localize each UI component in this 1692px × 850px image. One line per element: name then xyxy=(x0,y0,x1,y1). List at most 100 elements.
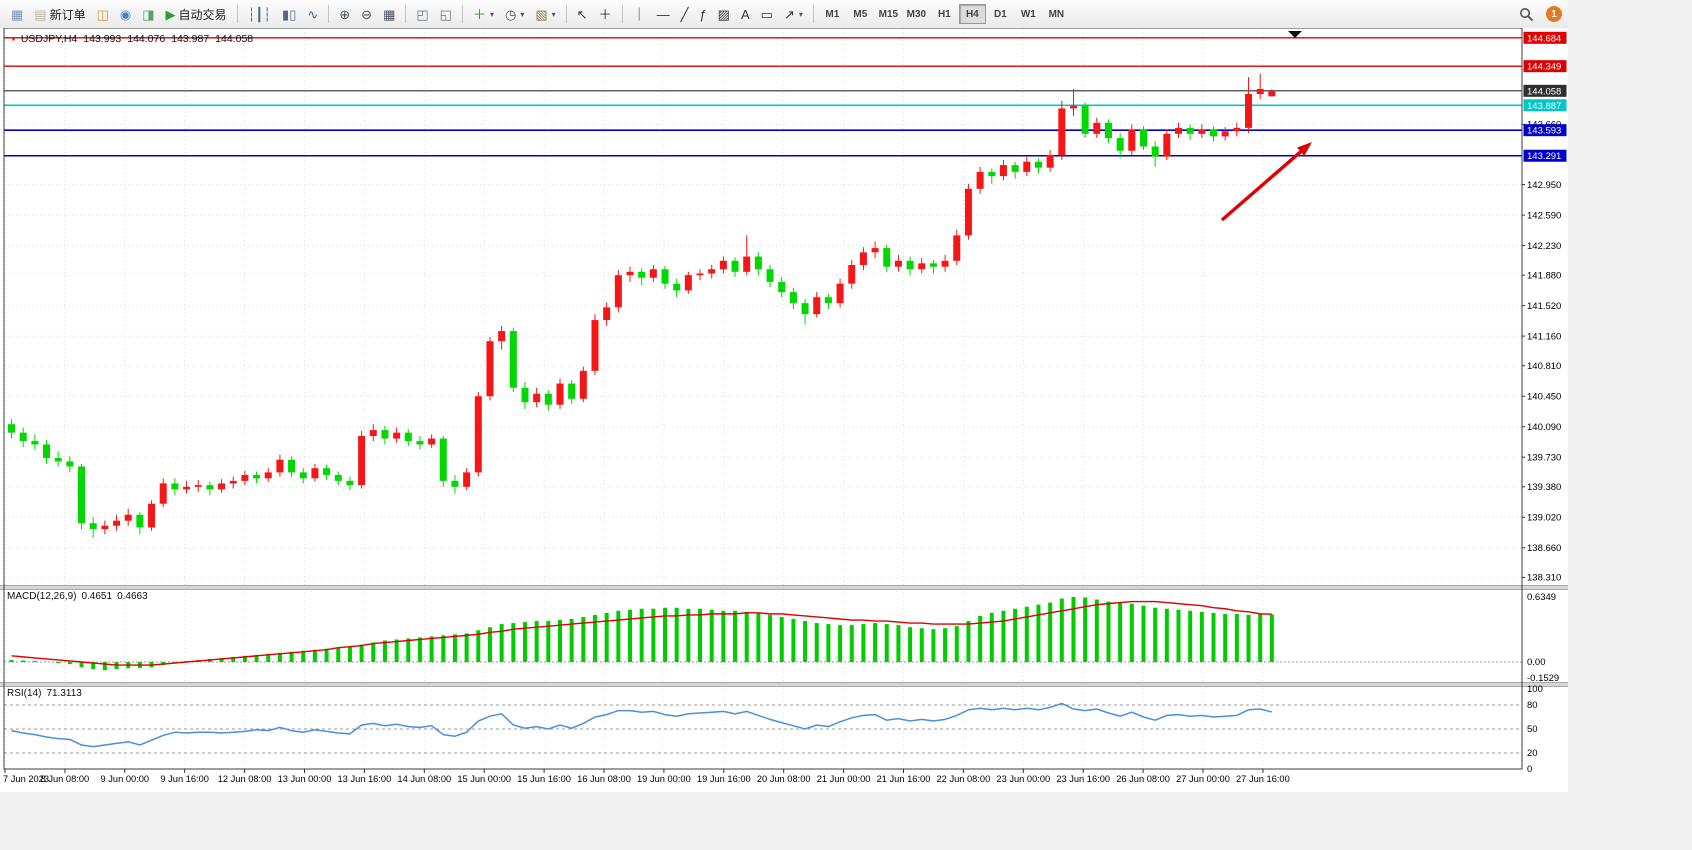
horizontal-lines xyxy=(4,37,1522,157)
rsi-value: 71.3113 xyxy=(46,688,82,699)
candlestick-chart-button[interactable]: ▮▯ xyxy=(277,3,301,25)
notification-badge[interactable]: 1 xyxy=(1546,6,1562,22)
timeframe-d1-button[interactable]: D1 xyxy=(987,4,1014,24)
templates-button[interactable]: ▧ ▾ xyxy=(530,3,560,25)
price-chart-canvas[interactable]: 143.660142.950142.590142.230141.880141.5… xyxy=(0,28,1568,792)
svg-text:144.349: 144.349 xyxy=(1527,62,1561,73)
svg-text:12 Jun 08:00: 12 Jun 08:00 xyxy=(218,774,272,784)
terminal-button[interactable]: ◨ xyxy=(137,3,159,25)
timeframe-h1-button[interactable]: H1 xyxy=(931,4,958,24)
svg-text:19 Jun 00:00: 19 Jun 00:00 xyxy=(637,774,691,784)
svg-text:142.950: 142.950 xyxy=(1527,180,1561,191)
line-chart-button[interactable]: ∿ xyxy=(302,3,323,25)
market-watch-button[interactable]: ◫ xyxy=(92,3,114,25)
low-value: 143.987 xyxy=(171,33,210,45)
autotrading-button[interactable]: ▶ 自动交易 xyxy=(161,3,232,25)
trendline-icon: ╱ xyxy=(680,6,689,22)
svg-text:143.887: 143.887 xyxy=(1527,101,1561,112)
toolbar-separator xyxy=(328,5,330,23)
svg-text:140.450: 140.450 xyxy=(1527,391,1561,402)
vertical-line-button[interactable]: ｜ xyxy=(628,3,651,25)
new-order-button[interactable]: ▤ 新订单 xyxy=(29,3,90,25)
timeframe-mn-button[interactable]: MN xyxy=(1043,4,1070,24)
high-value: 144.076 xyxy=(127,33,166,45)
svg-text:141.880: 141.880 xyxy=(1527,270,1561,281)
indicators-button[interactable]: ＋ ▾ xyxy=(468,3,499,25)
periods-button[interactable]: ◷ ▾ xyxy=(500,3,529,25)
svg-text:13 Jun 16:00: 13 Jun 16:00 xyxy=(338,774,392,784)
new-order-icon: ▤ xyxy=(34,6,47,22)
cascade-windows-icon: ◰ xyxy=(416,6,429,22)
horizontal-line-button[interactable]: — xyxy=(652,3,675,25)
svg-text:15 Jun 16:00: 15 Jun 16:00 xyxy=(517,774,571,784)
macd-signal-value: 0.4663 xyxy=(117,591,148,602)
svg-text:26 Jun 08:00: 26 Jun 08:00 xyxy=(1116,774,1170,784)
candles xyxy=(8,73,1276,538)
dropdown-caret-icon: ▾ xyxy=(489,9,494,19)
svg-text:20: 20 xyxy=(1527,748,1538,759)
svg-text:140.090: 140.090 xyxy=(1527,422,1561,433)
terminal-icon: ◨ xyxy=(142,6,155,22)
chart-title: ▪ USDJPY,H4 143.993 144.076 143.987 144.… xyxy=(12,33,253,45)
svg-text:14 Jun 08:00: 14 Jun 08:00 xyxy=(397,774,451,784)
svg-text:0: 0 xyxy=(1527,764,1532,775)
svg-text:141.520: 141.520 xyxy=(1527,301,1561,312)
zoom-out-button[interactable]: ⊖ xyxy=(356,3,377,25)
candlestick-chart-icon: ▮▯ xyxy=(282,6,297,22)
text-button[interactable]: A xyxy=(736,3,755,25)
mt4-window: ▦ ▤ 新订单 ◫ ◉ ◨ ▶ 自动交易 ┆┃┆ ▮▯ ∿ ⊕ ⊖ ▦ ◰ ◱ ＋ ▾ ◷ ▾ ▧ ▾ ↖ ＋｜ — ╱ ƒ ▨ A ▭ ↗… xyxy=(0,0,1568,792)
arrange-windows-icon: ◱ xyxy=(439,6,452,22)
timeframe-m15-button[interactable]: M15 xyxy=(875,4,902,24)
svg-text:144.684: 144.684 xyxy=(1527,33,1561,44)
macd-pane xyxy=(4,596,1522,671)
navigator-button[interactable]: ◉ xyxy=(115,3,136,25)
toolbar-separator xyxy=(812,5,814,23)
search-icon[interactable] xyxy=(1516,7,1537,22)
shapes-button[interactable]: ↗ ▾ xyxy=(779,3,808,25)
svg-text:143.593: 143.593 xyxy=(1527,126,1561,137)
macd-title: MACD(12,26,9) xyxy=(7,591,77,602)
chart-shift-marker xyxy=(1288,31,1302,38)
crosshair-button[interactable]: ＋ xyxy=(594,3,617,25)
svg-text:80: 80 xyxy=(1527,700,1538,711)
arrange-windows-button[interactable]: ◱ xyxy=(435,3,457,25)
svg-text:9 Jun 00:00: 9 Jun 00:00 xyxy=(101,774,150,784)
svg-text:27 Jun 16:00: 27 Jun 16:00 xyxy=(1236,774,1290,784)
timeframe-m1-button[interactable]: M1 xyxy=(819,4,846,24)
svg-text:141.160: 141.160 xyxy=(1527,331,1561,342)
open-value: 143.993 xyxy=(83,33,122,45)
svg-text:139.380: 139.380 xyxy=(1527,482,1561,493)
timeframe-w1-button[interactable]: W1 xyxy=(1015,4,1042,24)
trendline-button[interactable]: ╱ xyxy=(676,3,694,25)
shapes-icon: ↗ xyxy=(783,6,795,22)
svg-text:142.230: 142.230 xyxy=(1527,241,1561,252)
timeframe-m30-button[interactable]: M30 xyxy=(903,4,930,24)
channel-icon: ▨ xyxy=(717,6,730,22)
timeframe-m5-button[interactable]: M5 xyxy=(847,4,874,24)
text-label-button[interactable]: ▭ xyxy=(756,3,778,25)
toolbar-separator xyxy=(236,5,238,23)
cursor-button[interactable]: ↖ xyxy=(572,3,593,25)
svg-text:144.058: 144.058 xyxy=(1527,86,1561,97)
channel-button[interactable]: ▨ xyxy=(713,3,735,25)
cascade-windows-button[interactable]: ◰ xyxy=(411,3,433,25)
zoom-in-button[interactable]: ⊕ xyxy=(334,3,355,25)
tile-windows-button[interactable]: ▦ xyxy=(378,3,400,25)
svg-text:21 Jun 16:00: 21 Jun 16:00 xyxy=(877,774,931,784)
bar-chart-button[interactable]: ┆┃┆ xyxy=(243,3,276,25)
panel-dividers xyxy=(0,585,1568,687)
market-watch-icon: ◫ xyxy=(96,6,109,22)
new-chart-button[interactable]: ▦ xyxy=(6,3,28,25)
bar-chart-icon: ┆┃┆ xyxy=(247,6,272,22)
fibonacci-button[interactable]: ƒ xyxy=(694,3,711,25)
svg-text:23 Jun 16:00: 23 Jun 16:00 xyxy=(1056,774,1110,784)
timeframe-h4-button[interactable]: H4 xyxy=(958,4,986,24)
svg-text:21 Jun 00:00: 21 Jun 00:00 xyxy=(817,774,871,784)
chart-region[interactable]: 143.660142.950142.590142.230141.880141.5… xyxy=(0,28,1568,792)
zoom-out-icon: ⊖ xyxy=(361,6,373,22)
rsi-pane xyxy=(4,702,1522,754)
tile-windows-icon: ▦ xyxy=(383,6,396,22)
periods-icon: ◷ xyxy=(505,6,517,22)
